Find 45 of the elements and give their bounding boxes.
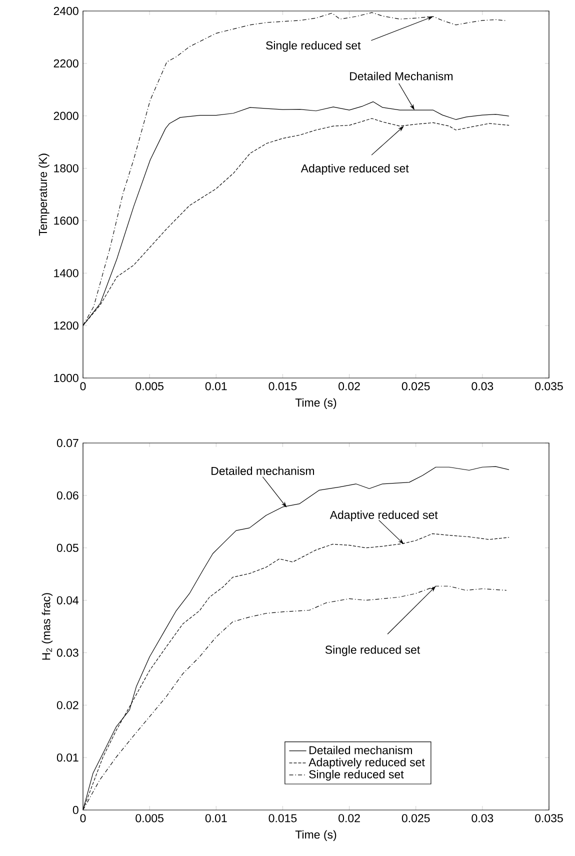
x-tick-label: 0.005	[136, 382, 164, 390]
y-tick-label: 0	[72, 806, 78, 814]
y-tick-label: 1400	[54, 269, 78, 278]
annotation: Adaptive reduced set	[330, 510, 438, 522]
y-tick-label: 2200	[54, 59, 78, 68]
x-axis-title: Time (s)	[295, 398, 336, 409]
x-tick-label: 0.02	[338, 382, 360, 390]
legend-label: Detailed mechanism	[310, 746, 412, 754]
y-axis-title: Temperature (K)	[38, 154, 50, 236]
annotation: Single reduced set	[325, 645, 420, 656]
y-tick-label: 0.07	[56, 438, 78, 448]
y-tick-label: 2000	[54, 112, 78, 120]
x-tick-label: 0.015	[268, 814, 297, 822]
annotation: Detailed mechanism	[212, 466, 314, 476]
x-tick-label: 0.035	[535, 814, 563, 822]
y-tick-label: 0.02	[56, 701, 78, 710]
x-tick-label: 0.035	[535, 382, 563, 390]
y-tick-label: 0.03	[56, 648, 78, 657]
x-tick-label: 0.01	[205, 382, 227, 390]
x-tick-label: 0.005	[136, 814, 164, 822]
annotation: Adaptive reduced set	[300, 164, 409, 175]
annotation: Detailed Mechanism	[350, 72, 453, 80]
x-tick-label: 0.01	[205, 814, 227, 822]
y-tick-label: 1000	[54, 374, 78, 382]
x-axis-title: Time (s)	[295, 830, 336, 841]
x-tick-label: 0.015	[268, 382, 297, 390]
y-tick-label: 1200	[54, 321, 78, 330]
x-tick-label: 0	[80, 382, 86, 390]
legend-label: Single reduced set	[309, 770, 404, 781]
legend-label: Adaptively reduced set	[308, 758, 425, 769]
x-tick-label: 0.025	[402, 382, 430, 390]
x-tick-label: 0.025	[402, 814, 430, 822]
y-tick-label: 0.01	[56, 753, 78, 762]
y-tick-label: 0.04	[56, 596, 79, 604]
y-tick-label: 1800	[54, 164, 78, 172]
y-tick-label: 1600	[54, 216, 78, 225]
y-axis-title: H$_{2}$ (mas frac)	[42, 593, 53, 660]
y-tick-label: 0.05	[56, 544, 78, 552]
y-tick-label: 2400	[54, 6, 78, 16]
x-tick-label: 0.03	[472, 814, 494, 822]
x-tick-label: 0.03	[472, 382, 494, 390]
x-tick-label: 0.02	[338, 814, 360, 822]
y-tick-label: 0.06	[56, 491, 78, 500]
annotation: Single reduced set	[266, 41, 361, 52]
x-tick-label: 0	[80, 814, 86, 822]
